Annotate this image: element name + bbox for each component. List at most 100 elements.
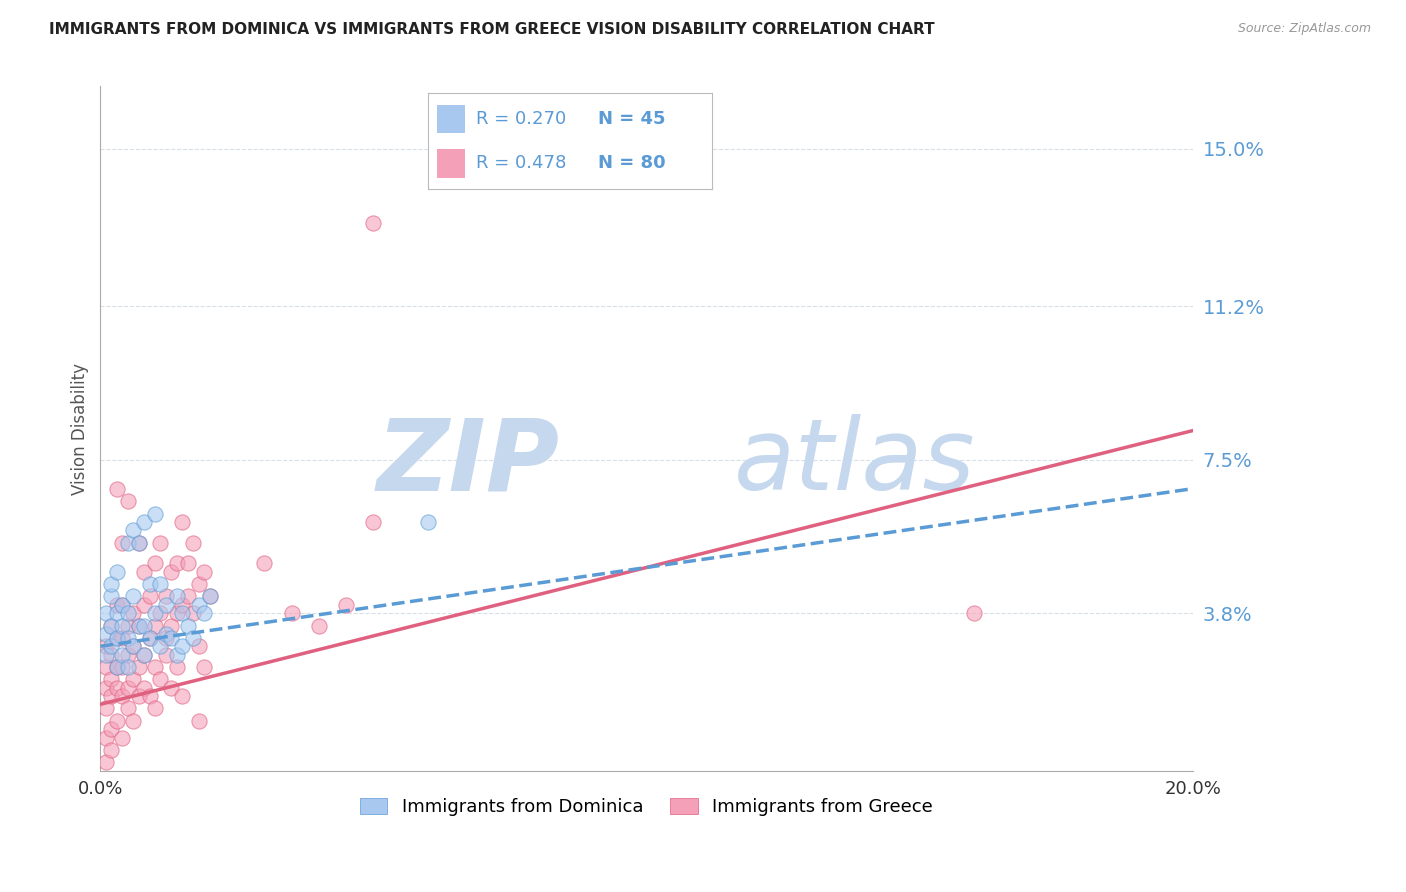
Point [198, 590, 221, 604]
Point [105, 631, 128, 645]
Point [160, 631, 183, 645]
Point [122, 640, 145, 654]
Point [117, 660, 139, 674]
Point [181, 631, 204, 645]
Point [149, 535, 172, 549]
Point [94, 701, 117, 715]
Point [193, 660, 215, 674]
Point [187, 714, 209, 728]
Point [177, 618, 200, 632]
Point [187, 577, 209, 591]
Point [143, 701, 166, 715]
Point [166, 557, 188, 571]
Point [105, 565, 128, 579]
Point [138, 631, 160, 645]
Point [117, 494, 139, 508]
Point [111, 660, 134, 674]
Point [335, 598, 357, 612]
Point [198, 590, 221, 604]
Point [105, 660, 128, 674]
Point [128, 535, 150, 549]
Point [363, 216, 385, 230]
Point [111, 535, 134, 549]
Point [100, 689, 122, 703]
Point [138, 590, 160, 604]
Point [94, 681, 117, 695]
Point [94, 606, 117, 620]
Point [160, 618, 183, 632]
Point [132, 618, 155, 632]
Point [181, 606, 204, 620]
Point [132, 648, 155, 662]
Point [172, 640, 194, 654]
Point [253, 557, 276, 571]
Point [155, 598, 177, 612]
Point [100, 618, 122, 632]
Point [128, 535, 150, 549]
Point [143, 618, 166, 632]
Point [132, 515, 155, 529]
Point [155, 631, 177, 645]
Point [100, 743, 122, 757]
Point [143, 557, 166, 571]
Point [166, 648, 188, 662]
Point [143, 507, 166, 521]
Point [172, 515, 194, 529]
Point [143, 660, 166, 674]
Point [94, 648, 117, 662]
Point [111, 648, 134, 662]
Point [187, 598, 209, 612]
Point [100, 723, 122, 737]
Point [111, 689, 134, 703]
Point [122, 673, 145, 687]
Point [363, 515, 385, 529]
Point [100, 577, 122, 591]
Point [128, 618, 150, 632]
Point [111, 731, 134, 745]
Point [155, 648, 177, 662]
Point [193, 606, 215, 620]
Point [166, 660, 188, 674]
Point [105, 482, 128, 496]
Point [105, 681, 128, 695]
Point [94, 660, 117, 674]
Point [187, 640, 209, 654]
Point [155, 627, 177, 641]
Point [122, 590, 145, 604]
Point [105, 714, 128, 728]
Point [138, 631, 160, 645]
Point [172, 598, 194, 612]
Point [128, 660, 150, 674]
Point [149, 606, 172, 620]
Point [122, 606, 145, 620]
Point [100, 590, 122, 604]
Y-axis label: Vision Disability: Vision Disability [72, 362, 89, 494]
Point [122, 714, 145, 728]
Point [117, 606, 139, 620]
Point [105, 631, 128, 645]
Point [155, 590, 177, 604]
Point [160, 565, 183, 579]
Point [308, 618, 330, 632]
Point [111, 598, 134, 612]
Point [105, 660, 128, 674]
Point [94, 756, 117, 770]
Text: atlas: atlas [734, 414, 976, 511]
Point [963, 606, 986, 620]
Point [111, 618, 134, 632]
Point [172, 606, 194, 620]
Point [105, 598, 128, 612]
Point [132, 648, 155, 662]
Point [193, 565, 215, 579]
Point [117, 618, 139, 632]
Point [94, 627, 117, 641]
Point [117, 535, 139, 549]
Point [166, 590, 188, 604]
Point [117, 631, 139, 645]
Point [122, 640, 145, 654]
Point [94, 731, 117, 745]
Point [128, 689, 150, 703]
Point [128, 618, 150, 632]
Point [100, 648, 122, 662]
Point [166, 606, 188, 620]
